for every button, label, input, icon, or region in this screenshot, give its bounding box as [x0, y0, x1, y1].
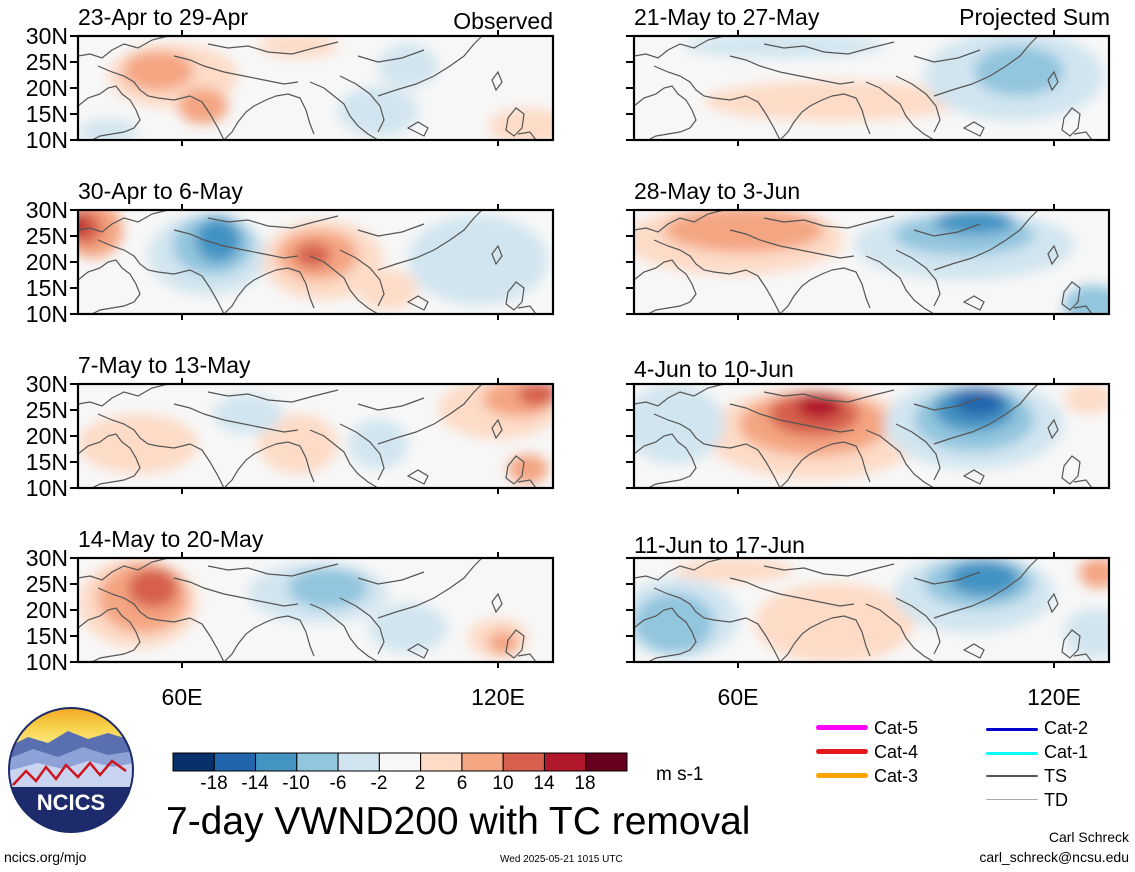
lon-label: 60E	[717, 684, 759, 710]
panel-title: 30-Apr to 6-May	[78, 178, 243, 204]
footer-url[interactable]: ncics.org/mjo	[4, 849, 87, 865]
footer-timestamp: Wed 2025-05-21 1015 UTC	[500, 854, 623, 865]
colorbar	[172, 752, 628, 772]
panel-title: 14-May to 20-May	[78, 526, 264, 552]
legend-line-cat3	[816, 773, 868, 778]
lat-label: 10N	[25, 475, 68, 501]
footer-author: Carl Schreck	[1048, 829, 1129, 845]
lat-label: 10N	[25, 649, 68, 675]
colorbar-swatch	[461, 752, 504, 772]
colorbar-swatch	[543, 752, 587, 772]
colorbar-swatch	[172, 752, 215, 772]
panel-title: 11-Jun to 17-Jun	[634, 532, 805, 558]
panel-title: 28-May to 3-Jun	[634, 178, 801, 204]
legend-line-cat2	[986, 728, 1038, 731]
map-panel-5	[624, 28, 1111, 148]
lon-label: 60E	[161, 684, 203, 710]
legend-label-cat3: Cat-3	[874, 766, 919, 786]
lat-label: 30N	[25, 545, 68, 571]
colorbar-label: -14	[241, 773, 269, 794]
panel-title: 7-May to 13-May	[78, 352, 251, 378]
lat-label: 20N	[25, 423, 68, 449]
colorbar-swatch	[296, 752, 339, 772]
ncics-logo: NCICS	[8, 707, 134, 833]
map-panel-3	[68, 376, 555, 496]
lat-label: 30N	[25, 23, 68, 49]
lat-label: 25N	[25, 571, 68, 597]
lat-label: 30N	[25, 197, 68, 223]
colorbar-units: m s-1	[656, 764, 704, 785]
footer-email[interactable]: carl_schreck@ncsu.edu	[979, 849, 1129, 865]
map-panel-2	[68, 202, 555, 322]
legend-label-cat2: Cat-2	[1044, 718, 1089, 738]
lat-label: 15N	[25, 101, 68, 127]
map-panel-4	[68, 550, 555, 670]
map-panel-8	[624, 550, 1111, 670]
legend-label-cat1: Cat-1	[1044, 742, 1089, 762]
colorbar-swatch	[255, 752, 298, 772]
lat-label: 20N	[25, 249, 68, 275]
colorbar-label: -18	[200, 773, 228, 794]
lat-label: 10N	[25, 127, 68, 153]
colorbar-label: -10	[282, 773, 310, 794]
colorbar-label: 14	[533, 773, 555, 794]
colorbar-label: 18	[574, 773, 596, 794]
map-panel-7	[624, 376, 1111, 496]
lat-label: 15N	[25, 449, 68, 475]
lat-label: 25N	[25, 49, 68, 75]
colorbar-label: 10	[492, 773, 514, 794]
colorbar-label: -6	[329, 773, 347, 794]
lon-label: 120E	[471, 684, 525, 710]
legend-line-cat1	[986, 752, 1038, 755]
colorbar-swatch	[585, 752, 628, 772]
lat-label: 25N	[25, 223, 68, 249]
colorbar-swatch	[213, 752, 257, 772]
legend-label-cat4: Cat-4	[874, 742, 919, 762]
legend-line-cat5	[816, 725, 868, 730]
colorbar-label: 6	[456, 773, 468, 794]
panel-title: 23-Apr to 29-Apr	[78, 4, 249, 30]
lon-label: 120E	[1027, 684, 1081, 710]
lat-label: 25N	[25, 397, 68, 423]
legend-label-td: TD	[1044, 790, 1068, 810]
panel-title: 4-Jun to 10-Jun	[634, 356, 794, 382]
legend-line-ts	[986, 775, 1038, 777]
colorbar-swatch	[420, 752, 463, 772]
lat-label: 20N	[25, 597, 68, 623]
main-title: 7-day VWND200 with TC removal	[166, 800, 751, 843]
colorbar-swatch	[502, 752, 545, 772]
legend-label-ts: TS	[1044, 766, 1068, 786]
observed-label: Observed	[453, 8, 553, 34]
colorbar-label: 2	[414, 773, 426, 794]
colorbar-swatch	[337, 752, 380, 772]
legend-label-cat5: Cat-5	[874, 718, 919, 738]
lat-label: 20N	[25, 75, 68, 101]
lat-label: 15N	[25, 623, 68, 649]
logo-text: NCICS	[37, 790, 105, 815]
panel-title: 21-May to 27-May	[634, 4, 820, 30]
lat-label: 15N	[25, 275, 68, 301]
lat-label: 30N	[25, 371, 68, 397]
legend-line-cat4	[816, 749, 868, 754]
colorbar-label: -2	[370, 773, 388, 794]
map-panel-6	[624, 202, 1111, 322]
legend-line-td	[986, 799, 1038, 800]
colorbar-swatch	[378, 752, 422, 772]
lat-label: 10N	[25, 301, 68, 327]
projected-sum-label: Projected Sum	[959, 4, 1110, 30]
map-panel-1	[68, 28, 555, 148]
